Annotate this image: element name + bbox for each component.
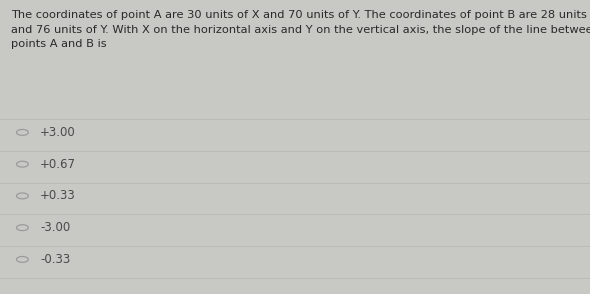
Text: -0.33: -0.33 (40, 253, 70, 266)
Text: The coordinates of point A are 30 units of X and 70 units of Y. The coordinates : The coordinates of point A are 30 units … (11, 10, 590, 49)
Text: +3.00: +3.00 (40, 126, 76, 139)
Text: +0.67: +0.67 (40, 158, 76, 171)
Text: -3.00: -3.00 (40, 221, 70, 234)
Text: +0.33: +0.33 (40, 189, 76, 202)
